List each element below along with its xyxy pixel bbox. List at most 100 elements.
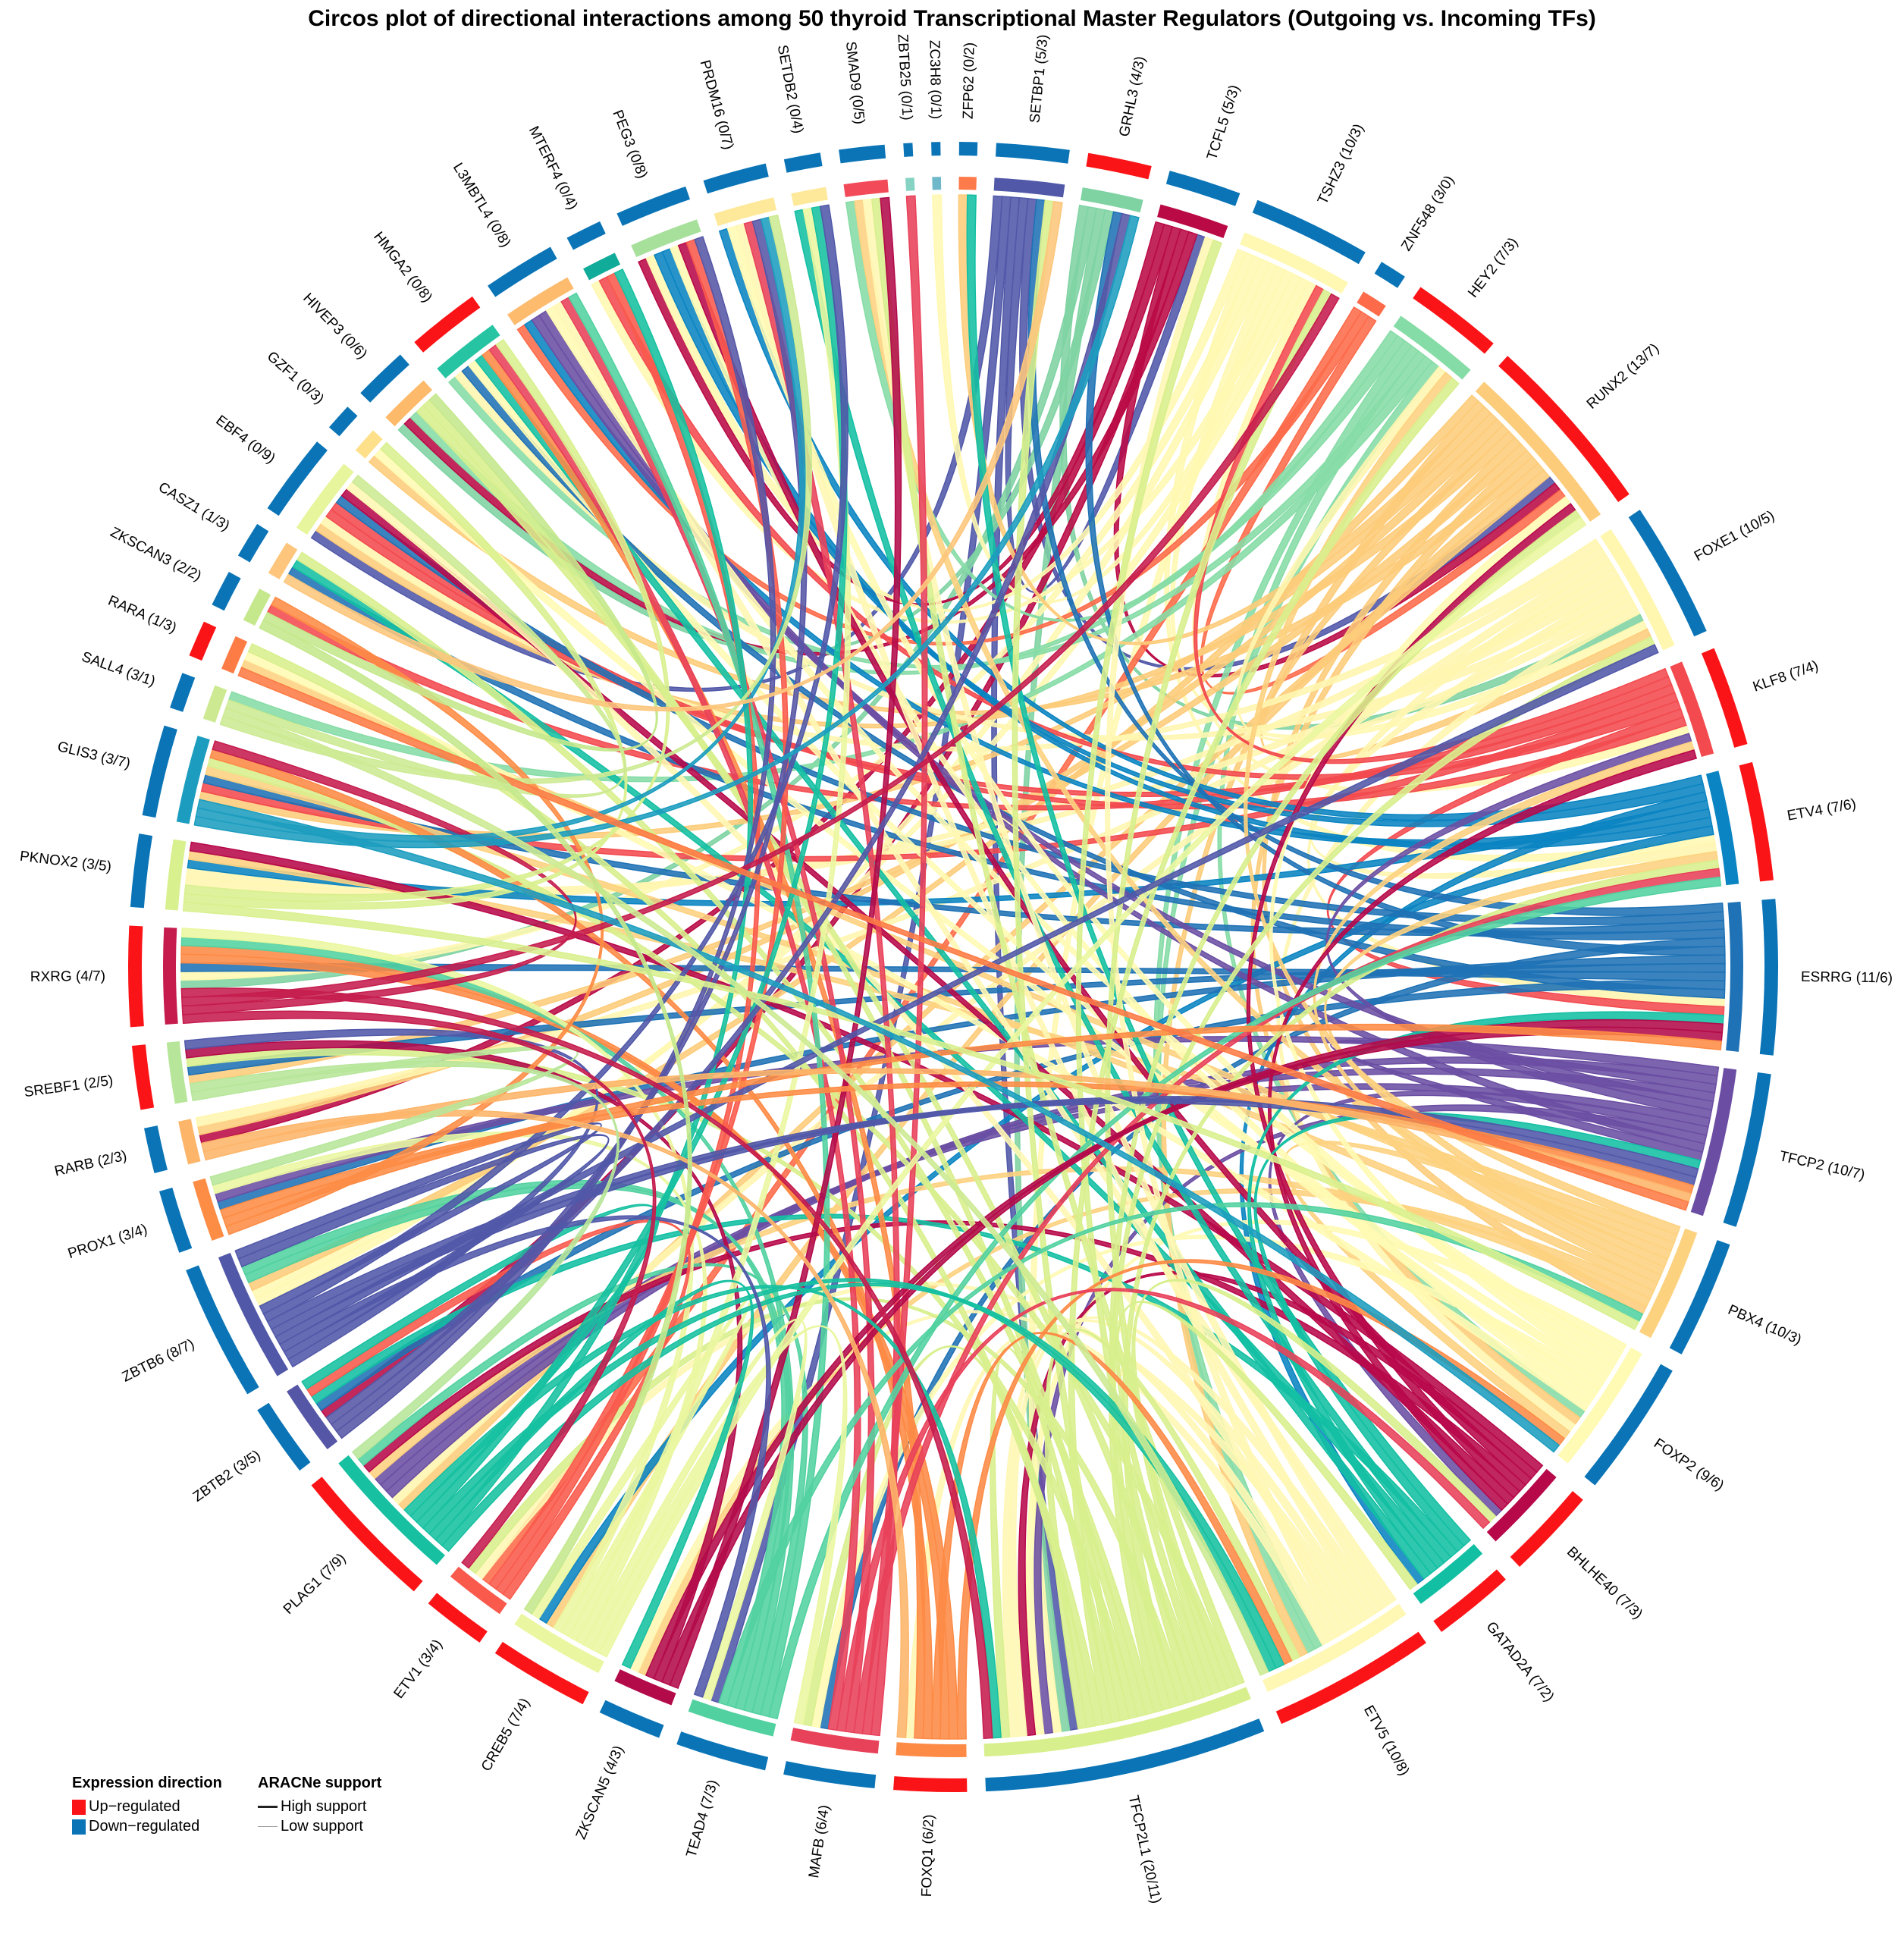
up-swatch: [72, 1799, 86, 1815]
expression-arc-tshz3: [1252, 199, 1366, 265]
expression-arc-srebf1: [131, 1044, 155, 1110]
expression-arc-pbx4: [1669, 1240, 1730, 1354]
chord-foxe1-to-hey2: [1236, 366, 1636, 742]
expression-arc-hmga2: [414, 296, 481, 353]
chord-foxp2-to-mafb: [811, 1234, 1605, 1728]
expression-arc-bhlhe40: [1510, 1490, 1583, 1567]
chord-tfcp2l1-to-hivep3: [422, 399, 1147, 1718]
chord-creb5-to-rxrg: [180, 928, 694, 1633]
chord-foxq1-to-foxp2: [957, 1259, 1566, 1740]
chord-creb5-to-mafb: [590, 1325, 848, 1725]
chord-klf8-to-ebf4: [330, 501, 1687, 810]
chord-plag1-to-etv5: [441, 1282, 1285, 1669]
chord-rxrg-to-etv1: [182, 1010, 657, 1569]
expression-arc-zbtb25: [903, 143, 914, 157]
expression-arc-creb5: [494, 1641, 589, 1705]
chord-zkscan3-to-hivep3: [262, 393, 658, 752]
sector-label-zkscan5: ZKSCAN5 (4/3): [573, 1744, 627, 1842]
sector-arc-hivep3: [385, 380, 433, 427]
chord-zbtb6-to-srebf1: [183, 1028, 599, 1368]
chord-gatad2a-to-esrrg: [1247, 1011, 1724, 1574]
sector-label-foxq1: FOXQ1 (6/2): [919, 1814, 937, 1897]
expression-arc-prox1: [159, 1187, 193, 1253]
chord-pknox2-to-gzf1: [183, 441, 628, 910]
legend-high-label: High support: [281, 1798, 367, 1815]
sector-label-setdb2: SETDB2 (0/4): [774, 44, 806, 135]
chord-prox1-to-esrrg: [222, 1023, 1723, 1227]
sector-arc-tfcp2l1: [983, 1687, 1251, 1757]
chord-etv4-to-prdm16: [718, 228, 1704, 821]
sector-arc-foxe1: [1600, 529, 1675, 651]
sector-label-tead4: TEAD4 (7/3): [683, 1778, 721, 1860]
chord-etv1-to-peg3: [488, 238, 789, 1590]
chord-foxp2-to-hmga2: [468, 359, 1601, 1398]
expression-arc-zfp62: [958, 142, 978, 156]
sector-label-rara: RARA (1/3): [105, 593, 179, 637]
sector-label-klf8: KLF8 (7/4): [1751, 658, 1821, 695]
legend-support: ARACNe support High support Low support: [258, 1775, 381, 1836]
sector-arc-mafb: [790, 1728, 880, 1754]
chord-tcfl5-to-hivep3: [403, 231, 1198, 656]
chord-mafb-to-l3mbtl4: [560, 297, 875, 1734]
sector-arc-tcfl5: [1157, 204, 1228, 238]
chord-plag1-to-zkscan5: [428, 1279, 754, 1669]
chord-casz1-to-setbp1: [283, 200, 1063, 712]
sector-arc-prdm16: [714, 197, 777, 227]
sector-label-zc3h8: ZC3H8 (0/1): [926, 40, 943, 120]
chord-tfcp2-to-l3mbtl4: [538, 309, 1705, 1154]
expression-arc-tcfl5: [1165, 171, 1241, 206]
expression-arc-sall4: [170, 673, 196, 712]
sector-label-bhlhe40: BHLHE40 (7/3): [1564, 1544, 1645, 1623]
sector-arc-etv1: [450, 1566, 507, 1615]
expression-arc-tfcp2: [1723, 1072, 1771, 1227]
expression-arc-casz1: [237, 523, 269, 563]
expression-arc-mterf4: [566, 221, 606, 250]
legend-low-item: Low support: [258, 1816, 381, 1836]
chord-tcfl5-to-peg3: [638, 221, 1165, 606]
chord-runx2-to-rarb: [197, 418, 1504, 1136]
sector-label-hey2: HEY2 (7/3): [1465, 235, 1521, 301]
sector-arc-hmga2: [437, 325, 500, 378]
expression-arc-rarb: [143, 1125, 168, 1174]
sector-arc-sall4: [202, 685, 227, 723]
sector-arc-etv4: [1705, 771, 1739, 886]
sector-arc-mterf4: [583, 253, 621, 281]
chord-tfcp2-to-l3mbtl4: [531, 314, 1714, 1111]
expression-arc-zkscan5: [599, 1700, 664, 1738]
chord-pknox2-to-pbx4: [182, 901, 1640, 1330]
expression-arc-prdm16: [703, 163, 769, 194]
sector-arc-zkscan3: [243, 589, 271, 626]
expression-arc-zbtb2: [257, 1402, 311, 1471]
sector-arc-zbtb2: [287, 1384, 338, 1450]
sector-arc-zkscan5: [614, 1669, 676, 1706]
chord-zkscan3-to-creb5: [259, 619, 692, 1615]
chord-klf8-to-mterf4: [598, 276, 1682, 780]
expression-arc-glis3: [142, 725, 177, 818]
sector-arc-smad9: [843, 179, 889, 197]
sector-arc-runx2: [1475, 381, 1601, 522]
sector-label-tfcp2: TFCP2 (10/7): [1777, 1148, 1866, 1183]
chord-rarb-to-tfcp2: [202, 1068, 1692, 1203]
legend-expression-title: Expression direction: [72, 1775, 222, 1791]
sector-arc-klf8: [1670, 661, 1714, 758]
chord-foxp2-to-prdm16: [726, 225, 1619, 1368]
chord-esrrg-to-setbp1: [1027, 199, 1724, 916]
expression-arc-foxe1: [1628, 510, 1707, 637]
expression-arc-setdb2: [783, 152, 823, 173]
chord-foxe1-to-ebf4: [320, 515, 1601, 752]
sector-label-tfcp2l1: TFCP2L1 (20/11): [1125, 1794, 1164, 1905]
chord-rarb-to-foxq1: [200, 1110, 909, 1738]
sector-label-zfp62: ZFP62 (0/2): [961, 42, 978, 120]
chord-esrrg-to-glis3: [202, 774, 1725, 937]
sector-arc-setdb2: [791, 187, 828, 206]
sector-label-ebf4: EBF4 (0/9): [212, 413, 278, 467]
legend-support-title: ARACNe support: [258, 1775, 382, 1791]
sector-arc-casz1: [268, 542, 298, 579]
chord-tshz3-to-zc3h8: [932, 194, 1302, 604]
sector-label-grhl3: GRHL3 (4/3): [1116, 55, 1148, 138]
sector-arc-pbx4: [1639, 1228, 1698, 1339]
sector-label-esrrg: ESRRG (11/6): [1801, 969, 1893, 987]
chord-tshz3-to-rxrg: [180, 255, 1263, 981]
expression-arc-foxp2: [1584, 1364, 1673, 1486]
sector-label-tcfl5: TCFL5 (5/3): [1204, 83, 1243, 162]
